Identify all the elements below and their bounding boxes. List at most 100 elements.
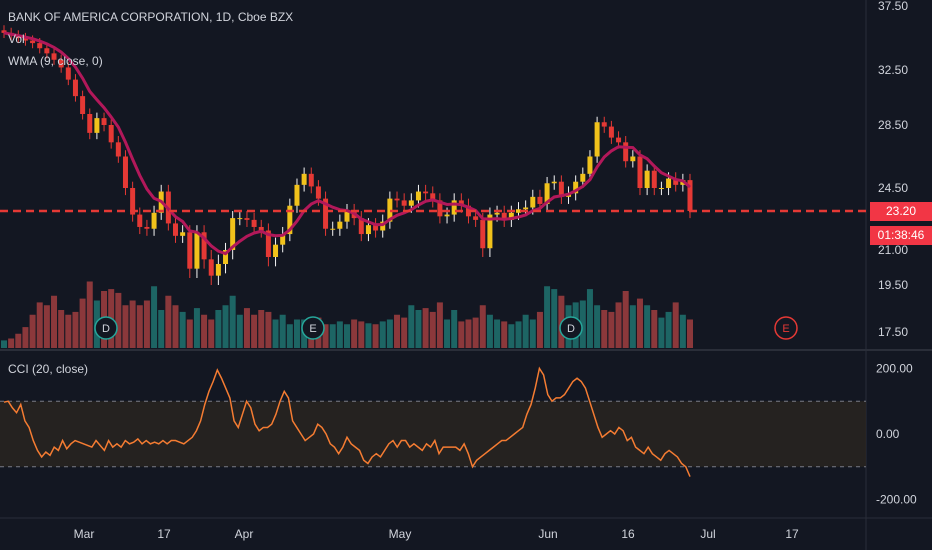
candle-body	[573, 181, 579, 194]
volume-bar	[179, 311, 186, 348]
candle-body	[280, 234, 286, 245]
time-tick-label: Mar	[74, 527, 95, 541]
volume-bar	[672, 302, 679, 348]
volume-bar	[422, 308, 429, 348]
candle-body	[616, 137, 622, 143]
volume-bar	[272, 319, 279, 348]
cci-band	[0, 401, 866, 467]
candle-body	[516, 209, 521, 213]
candle-body	[387, 198, 393, 222]
wma-legend: WMA (9, close, 0)	[8, 54, 103, 68]
volume-bar	[608, 311, 615, 348]
volume-bar	[215, 310, 222, 348]
volume-bar	[679, 314, 686, 348]
volume-bar	[615, 302, 622, 348]
candle-body	[451, 200, 457, 215]
candle-body	[187, 232, 193, 269]
volume-bar	[486, 314, 493, 348]
candle-body	[22, 38, 28, 41]
volume-bar	[122, 305, 129, 348]
candle-body	[308, 173, 314, 187]
candle-body	[30, 40, 36, 44]
volume-bar	[293, 319, 300, 348]
event-marker	[301, 316, 325, 340]
candle-body	[344, 211, 350, 222]
candle-body	[544, 183, 550, 204]
volume-bar	[472, 317, 479, 348]
event-marker	[559, 316, 583, 340]
volume-bar	[415, 310, 422, 348]
volume-bar	[644, 305, 651, 348]
candle-body	[223, 250, 229, 264]
candle-body	[51, 53, 57, 60]
event-marker	[94, 316, 118, 340]
time-tick-label: May	[389, 527, 412, 541]
candle-body	[415, 191, 421, 201]
candle-body	[673, 178, 679, 185]
volume-bar	[508, 324, 515, 348]
candle-body	[401, 200, 407, 206]
volume-legend: Vol	[8, 32, 25, 46]
candle-body	[130, 188, 136, 215]
candle-body	[594, 122, 600, 157]
cci-tick-label: 0.00	[876, 427, 900, 441]
volume-bar	[251, 314, 258, 348]
volume-bar	[172, 305, 179, 348]
volume-bar	[51, 295, 58, 348]
volume-bar	[522, 314, 529, 348]
volume-bar	[129, 300, 136, 348]
volume-bar	[186, 319, 193, 348]
countdown-tag: 01:38:46	[870, 226, 932, 245]
candle-body	[501, 212, 507, 220]
candle-body	[358, 218, 364, 235]
event-marker-label: E	[309, 323, 316, 335]
volume-bar	[165, 295, 172, 348]
cci-tick-label: 200.00	[876, 361, 913, 375]
candle-body	[558, 181, 564, 197]
candle-body	[644, 170, 650, 188]
volume-bar	[636, 298, 643, 348]
volume-bar	[158, 310, 165, 348]
candle-body	[208, 259, 214, 276]
last-price-tag: 23.20	[870, 202, 932, 221]
volume-bar	[222, 305, 229, 348]
volume-bar	[444, 319, 451, 348]
candle-body	[365, 225, 371, 235]
candle-body	[666, 178, 672, 188]
candle-body	[87, 114, 93, 133]
candle-body	[601, 122, 607, 127]
candle-body	[658, 188, 664, 189]
candle-body	[137, 214, 143, 227]
candle-body	[508, 212, 514, 220]
wma-line	[3, 31, 691, 256]
candle-body	[623, 142, 629, 162]
candle-body	[523, 207, 529, 210]
volume-bar	[193, 308, 200, 348]
volume-bar	[229, 295, 236, 348]
volume-bar	[429, 311, 436, 348]
candle-body	[630, 156, 636, 162]
candle-body	[373, 225, 379, 231]
candle-body	[237, 218, 243, 220]
event-marker-label: D	[567, 323, 575, 335]
volume-bar	[465, 319, 472, 348]
volume-bar	[8, 338, 15, 348]
volume-bar	[115, 292, 122, 348]
candle-body	[101, 118, 107, 125]
time-tick-label: Jul	[700, 527, 715, 541]
time-tick-label: Apr	[235, 527, 254, 541]
volume-bar	[208, 319, 215, 348]
price-tick-label: 28.50	[878, 118, 908, 132]
volume-bar	[544, 286, 551, 348]
candle-body	[273, 244, 279, 257]
candle-body	[444, 214, 450, 217]
candle-body	[380, 221, 386, 231]
candle-body	[65, 67, 71, 80]
candle-body	[587, 156, 593, 174]
volume-bar	[365, 323, 372, 348]
candle-body	[437, 200, 443, 217]
candle-body	[458, 200, 464, 206]
candle-body	[651, 170, 657, 188]
candle-body	[72, 79, 78, 97]
